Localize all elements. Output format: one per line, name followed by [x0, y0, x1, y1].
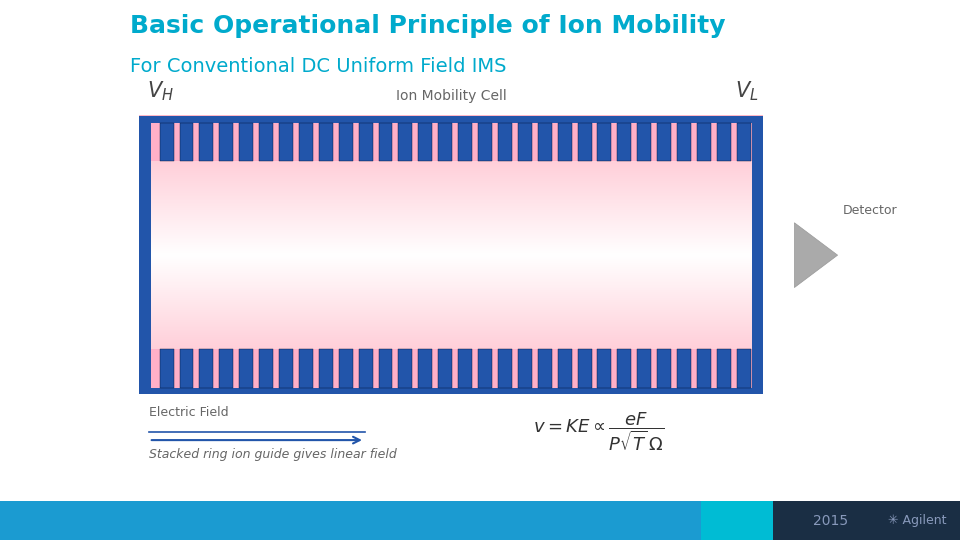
Text: $v = KE \propto \dfrac{eF}{P\sqrt{T}\,\Omega}$: $v = KE \propto \dfrac{eF}{P\sqrt{T}\,\O… — [533, 410, 664, 454]
Bar — [558, 123, 571, 161]
Bar — [478, 349, 492, 388]
Bar — [200, 123, 213, 161]
Bar — [538, 349, 552, 388]
Bar — [239, 123, 253, 161]
Bar — [697, 349, 711, 388]
Bar — [419, 123, 432, 161]
Bar — [398, 123, 413, 161]
Bar — [279, 123, 293, 161]
Bar — [737, 349, 751, 388]
Bar — [299, 349, 313, 388]
Text: 2015: 2015 — [813, 514, 848, 528]
Text: Ion Mobility Cell: Ion Mobility Cell — [396, 89, 507, 103]
Bar — [378, 349, 393, 388]
Bar — [200, 349, 213, 388]
Bar — [219, 123, 233, 161]
Bar — [517, 123, 532, 161]
Bar — [752, 116, 763, 394]
Bar — [259, 123, 273, 161]
Text: Basic Operational Principle of Ion Mobility: Basic Operational Principle of Ion Mobil… — [130, 14, 725, 37]
Polygon shape — [795, 222, 837, 287]
Bar — [458, 123, 472, 161]
Bar — [339, 123, 352, 161]
Bar — [458, 349, 472, 388]
Bar — [159, 123, 174, 161]
Bar — [498, 349, 512, 388]
Text: Detector: Detector — [843, 204, 897, 217]
Bar — [717, 123, 731, 161]
Bar — [359, 123, 372, 161]
Bar — [359, 349, 372, 388]
Bar — [219, 349, 233, 388]
Bar — [597, 123, 612, 161]
Bar — [637, 123, 651, 161]
Bar — [180, 349, 193, 388]
Bar — [677, 349, 691, 388]
Bar — [578, 349, 591, 388]
Bar — [239, 349, 253, 388]
Bar — [677, 123, 691, 161]
Bar — [478, 123, 492, 161]
Bar — [319, 123, 333, 161]
Bar — [159, 349, 174, 388]
Bar — [439, 349, 452, 388]
Bar — [279, 349, 293, 388]
Bar — [578, 123, 591, 161]
Bar — [139, 116, 763, 123]
Bar — [398, 349, 413, 388]
Bar — [773, 501, 960, 540]
Bar — [538, 123, 552, 161]
Bar — [617, 123, 632, 161]
Bar — [701, 501, 773, 540]
Bar — [180, 123, 193, 161]
Bar — [637, 349, 651, 388]
Text: ✳ Agilent: ✳ Agilent — [888, 514, 946, 527]
Bar — [319, 349, 333, 388]
Text: Stacked ring ion guide gives linear field: Stacked ring ion guide gives linear fiel… — [149, 448, 396, 461]
Text: Electric Field: Electric Field — [149, 406, 228, 419]
Bar — [0, 501, 701, 540]
Bar — [717, 349, 731, 388]
Bar — [617, 349, 632, 388]
Bar — [658, 123, 671, 161]
Bar — [259, 349, 273, 388]
Bar — [439, 123, 452, 161]
Bar — [139, 388, 763, 394]
Bar — [737, 123, 751, 161]
Text: $V_L$: $V_L$ — [734, 79, 758, 103]
Bar — [597, 349, 612, 388]
Bar — [299, 123, 313, 161]
Bar — [139, 349, 763, 394]
Bar — [419, 349, 432, 388]
Bar — [558, 349, 571, 388]
Bar — [139, 116, 151, 394]
Bar — [517, 349, 532, 388]
Bar — [139, 116, 763, 161]
Text: $V_H$: $V_H$ — [147, 79, 174, 103]
Bar — [658, 349, 671, 388]
Text: For Conventional DC Uniform Field IMS: For Conventional DC Uniform Field IMS — [130, 57, 506, 76]
Bar — [498, 123, 512, 161]
Bar — [339, 349, 352, 388]
Bar — [378, 123, 393, 161]
Bar — [697, 123, 711, 161]
